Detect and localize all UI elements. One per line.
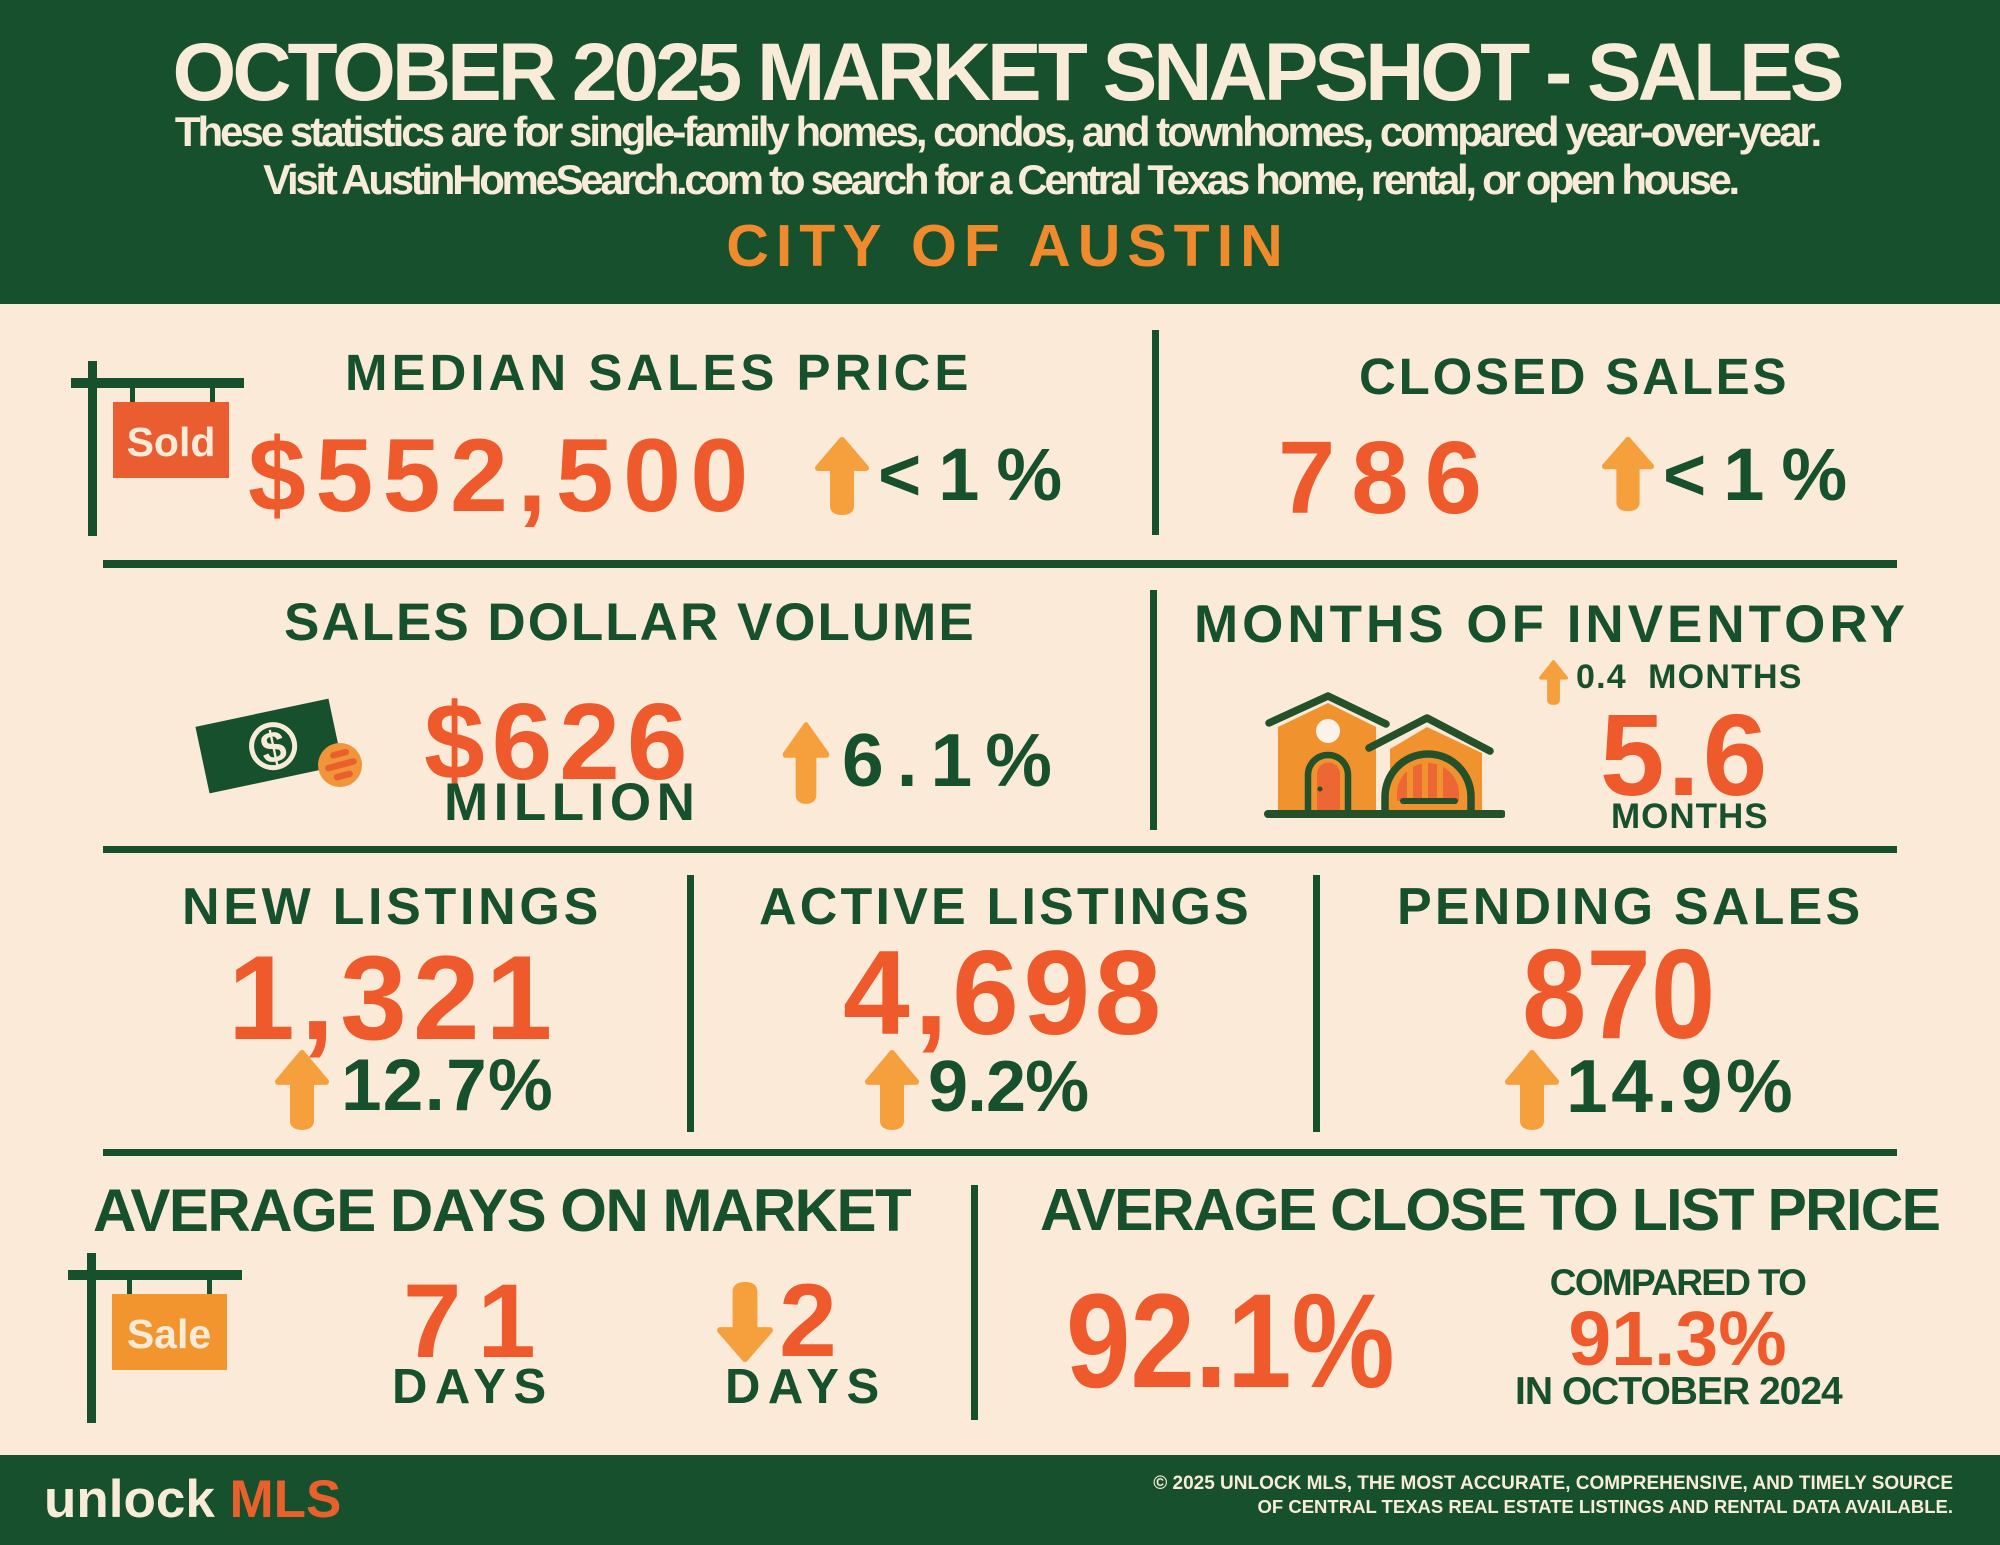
- svg-text:Sold: Sold: [127, 419, 216, 465]
- svg-text:Sale: Sale: [127, 1311, 211, 1357]
